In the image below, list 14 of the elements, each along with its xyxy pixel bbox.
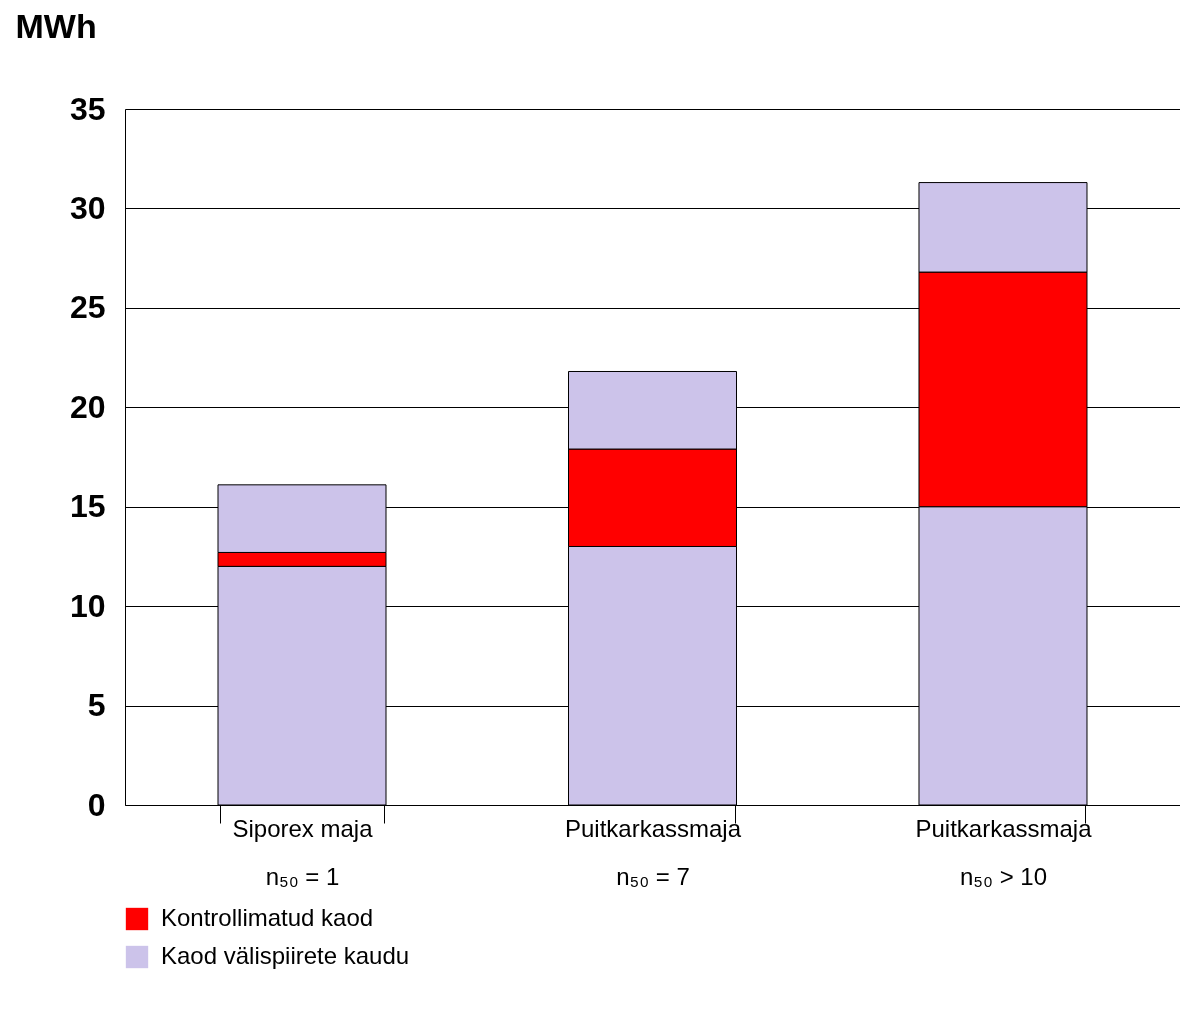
y-tick-label: 30 [69,189,106,226]
x-tick-label: Puitkarkassmaja n₅₀ = 7 [564,814,742,890]
y-tick-label: 5 [87,687,106,724]
x-tick-label: Puitkarkassmaja n₅₀ > 10 [915,814,1093,890]
y-tick-label: 20 [69,388,106,425]
legend-label: Kaod välispiirete kaudu [161,942,410,969]
y-tick-label: 0 [87,786,106,823]
y-tick-label: 10 [69,587,106,624]
legend-label: Kontrollimatud kaod [161,904,374,931]
y-tick-label: 15 [69,488,106,525]
x-tick-label: Siporex maja n₅₀ = 1 [232,814,374,890]
y-tick-label: 25 [69,289,106,326]
y-tick-label: 35 [69,90,106,127]
y-axis-title: MWh [15,6,97,45]
